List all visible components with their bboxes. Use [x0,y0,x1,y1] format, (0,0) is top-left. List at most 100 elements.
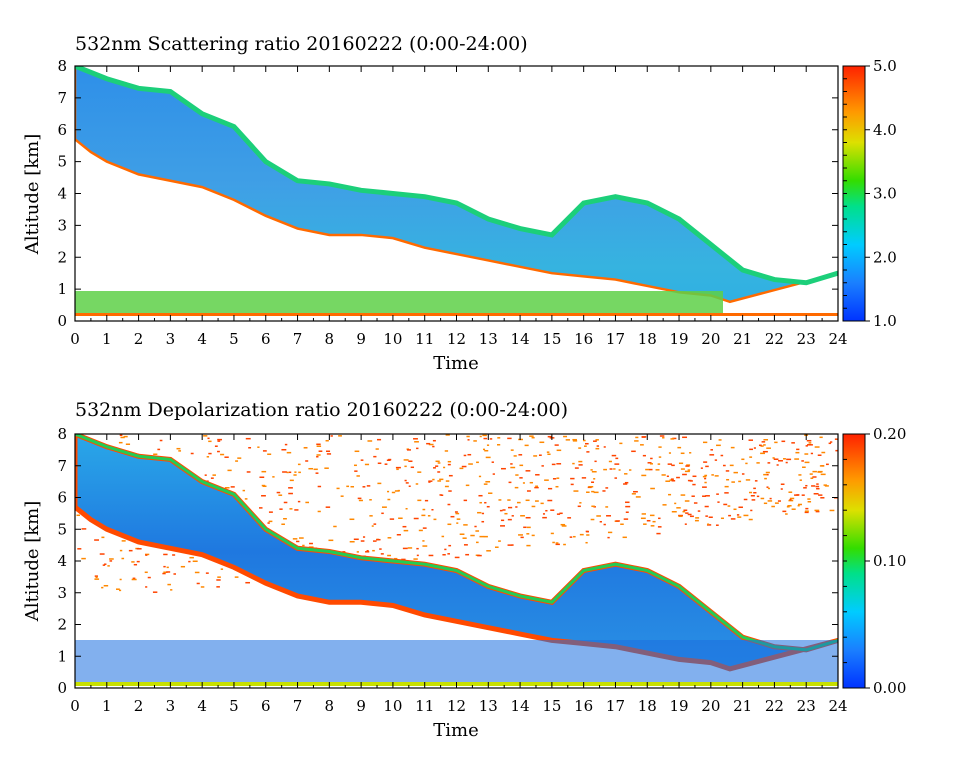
noise-speck [593,440,597,442]
noise-speck [461,465,467,468]
noise-speck [424,499,429,502]
noise-speck [315,472,319,474]
noise-speck [401,558,406,561]
noise-speck [497,437,501,439]
noise-speck [819,436,823,439]
noise-speck [798,503,802,506]
noise-speck [525,470,531,472]
noise-speck [435,460,440,463]
noise-speck [670,478,674,480]
noise-speck [579,533,584,536]
noise-speck [716,444,721,447]
noise-speck [767,500,773,502]
noise-speck [818,494,823,496]
noise-speck [726,478,730,481]
noise-speck [145,586,148,588]
noise-speck [102,564,106,566]
noise-speck [751,499,756,501]
x-tick-label: 5 [229,330,239,348]
noise-speck [456,518,461,520]
noise-speck [766,486,769,488]
y-tick-label: 1 [57,280,67,298]
scattering-panel: 532nm Scattering ratio 20160222 (0:00-24… [22,33,897,374]
noise-speck [527,526,531,529]
noise-speck [776,464,779,466]
noise-speck [714,459,718,461]
noise-speck [803,487,807,489]
noise-speck [272,476,275,478]
noise-speck [585,541,588,544]
noise-speck [704,505,709,508]
noise-speck [689,515,694,518]
noise-speck [676,507,681,509]
noise-speck [439,494,442,496]
noise-speck [376,438,382,441]
noise-speck [394,490,400,492]
noise-speck [760,497,765,500]
noise-speck [109,558,114,560]
noise-speck [529,435,534,437]
noise-speck [317,510,321,513]
noise-speck [416,554,419,557]
noise-speck [789,498,792,501]
noise-speck [702,486,707,488]
noise-speck [605,487,609,489]
noise-speck [758,444,762,447]
noise-speck [427,515,431,517]
noise-speck [705,515,708,517]
x-tick-label: 7 [293,330,303,348]
noise-speck [145,554,148,556]
noise-speck [118,441,123,444]
noise-speck [680,468,685,470]
noise-speck [625,511,629,513]
noise-speck [693,502,698,504]
noise-speck [603,468,607,471]
noise-speck [525,499,530,502]
noise-speck [204,474,207,476]
x-tick-label: 19 [669,330,688,348]
noise-speck [384,463,388,465]
x-tick-label: 16 [574,697,593,715]
noise-speck [81,557,86,560]
noise-speck [268,511,273,513]
noise-speck [640,517,646,520]
noise-speck [360,459,364,461]
noise-speck [511,515,514,517]
y-tick-label: 3 [57,216,67,234]
noise-speck [602,490,606,492]
noise-speck [467,453,472,456]
noise-speck [733,471,738,474]
noise-speck [550,509,555,511]
noise-speck [804,510,809,512]
noise-speck [804,453,809,455]
x-tick-label: 6 [261,697,271,715]
x-tick-label: 0 [70,330,80,348]
noise-speck [809,473,813,475]
noise-speck [522,482,525,484]
noise-speck [730,518,736,520]
noise-speck [163,565,166,568]
noise-speck [167,583,171,586]
noise-speck [666,475,669,478]
depolarization-heatmap [75,434,838,688]
noise-speck [650,487,655,490]
noise-speck [540,502,544,505]
noise-speck [545,509,548,512]
noise-speck [188,560,191,563]
noise-speck [572,462,575,465]
noise-speck [704,474,708,477]
noise-speck [807,444,812,446]
noise-speck [682,510,686,513]
noise-speck [485,456,491,459]
x-tick-label: 21 [733,697,752,715]
noise-speck [224,487,230,489]
noise-speck [745,479,751,481]
noise-speck [539,441,545,444]
noise-speck [684,500,690,502]
noise-speck [333,525,337,528]
depolarization-lower-layer [75,640,838,682]
noise-speck [119,589,122,592]
noise-speck [435,465,439,467]
noise-speck [507,499,511,501]
noise-speck [577,505,581,508]
